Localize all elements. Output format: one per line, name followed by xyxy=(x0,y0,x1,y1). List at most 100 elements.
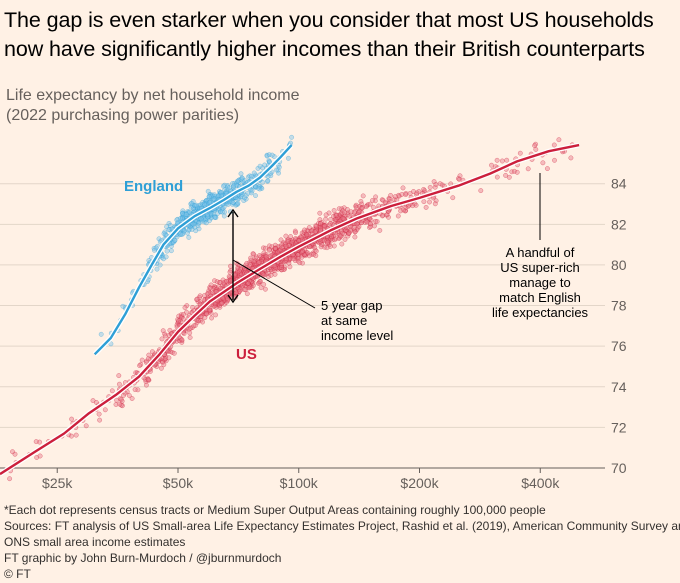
data-dot xyxy=(195,223,201,229)
data-dot xyxy=(258,285,264,291)
data-dot xyxy=(255,185,261,191)
data-dot xyxy=(331,243,337,249)
data-dot xyxy=(551,142,557,148)
gap-arrow-head-bottom xyxy=(227,294,239,304)
data-dot xyxy=(272,245,278,251)
data-dot xyxy=(351,225,357,231)
data-dot xyxy=(178,215,184,221)
data-dot xyxy=(328,217,334,222)
data-dot xyxy=(556,137,562,143)
data-dot xyxy=(227,269,233,275)
data-dot xyxy=(246,285,252,291)
data-dot xyxy=(295,252,301,258)
data-dot xyxy=(33,439,39,445)
data-dot xyxy=(206,194,212,199)
data-dot xyxy=(456,176,461,181)
data-dot xyxy=(354,205,360,211)
gap-label-2: at same xyxy=(321,313,367,328)
data-dot xyxy=(268,272,274,278)
data-dot xyxy=(234,196,240,202)
data-dot xyxy=(478,188,484,194)
data-dot xyxy=(356,210,362,215)
data-dot xyxy=(113,402,119,407)
data-dot xyxy=(162,333,168,339)
data-dot xyxy=(379,213,385,219)
data-dot xyxy=(223,278,229,284)
trend-lines xyxy=(0,142,580,477)
chart-title: The gap is even starker when you conside… xyxy=(4,8,654,61)
data-dot xyxy=(297,260,303,266)
data-dot xyxy=(313,223,319,229)
data-dot xyxy=(552,157,557,163)
data-dot xyxy=(37,453,43,459)
data-dot xyxy=(293,230,299,236)
data-dot xyxy=(525,166,531,172)
data-dot xyxy=(83,423,89,429)
data-dot xyxy=(10,449,15,455)
data-dot xyxy=(398,208,404,214)
data-dot xyxy=(248,187,254,192)
data-dot xyxy=(325,239,330,245)
x-axis-ticks: $25k $50k $100k $200k $400k xyxy=(42,468,560,491)
data-dot xyxy=(202,202,208,208)
data-dot xyxy=(213,289,219,295)
data-dot xyxy=(96,411,102,417)
annotations: England US 5 year gap at same income lev… xyxy=(124,173,589,363)
data-dot xyxy=(73,432,79,438)
data-dot xyxy=(250,251,256,257)
data-dot xyxy=(289,239,295,245)
data-dot xyxy=(340,216,346,221)
data-dot xyxy=(288,234,294,239)
data-dot xyxy=(370,197,375,203)
data-dot xyxy=(69,433,74,439)
data-dot xyxy=(97,417,103,423)
data-dot xyxy=(176,318,182,324)
data-dot xyxy=(212,278,217,284)
data-dot xyxy=(318,221,323,226)
data-dot xyxy=(218,193,224,199)
data-dot xyxy=(344,207,350,212)
data-dot xyxy=(331,208,337,213)
rich-label-5: life expectancies xyxy=(492,305,589,320)
data-dot xyxy=(159,355,165,361)
data-dot xyxy=(388,192,394,198)
data-dot xyxy=(285,238,291,244)
data-dot xyxy=(219,300,225,306)
data-dot xyxy=(257,279,263,285)
data-dot xyxy=(230,199,236,205)
data-dot xyxy=(363,204,369,210)
data-dot xyxy=(287,264,293,270)
data-dot xyxy=(533,146,539,152)
data-dot xyxy=(194,296,200,302)
data-dot xyxy=(188,325,194,331)
data-dot xyxy=(231,183,237,189)
y-tick-label: 70 xyxy=(611,460,627,476)
data-dot xyxy=(306,225,312,230)
data-dot xyxy=(339,241,345,247)
data-dot xyxy=(121,392,126,398)
data-dot xyxy=(396,193,402,199)
us-trend-line xyxy=(0,143,580,476)
data-dot xyxy=(372,223,377,229)
data-dot xyxy=(269,152,275,158)
england-trend-line xyxy=(93,144,293,356)
data-dot xyxy=(262,245,268,251)
x-tick-label: $200k xyxy=(400,475,439,491)
data-dot xyxy=(143,382,149,388)
data-dot xyxy=(238,171,244,177)
data-dot xyxy=(180,311,186,317)
data-dot xyxy=(251,170,257,176)
data-dot xyxy=(154,266,160,272)
data-dot xyxy=(235,200,241,206)
data-dot xyxy=(286,260,292,266)
data-dot xyxy=(214,279,220,285)
data-dot xyxy=(213,312,219,318)
data-dot xyxy=(248,173,254,179)
data-dot xyxy=(352,234,358,240)
data-dot xyxy=(360,193,366,199)
data-dot xyxy=(157,262,163,268)
data-dot xyxy=(234,178,240,184)
data-dot xyxy=(272,265,278,270)
gridlines xyxy=(0,183,605,469)
data-dot xyxy=(433,182,439,187)
